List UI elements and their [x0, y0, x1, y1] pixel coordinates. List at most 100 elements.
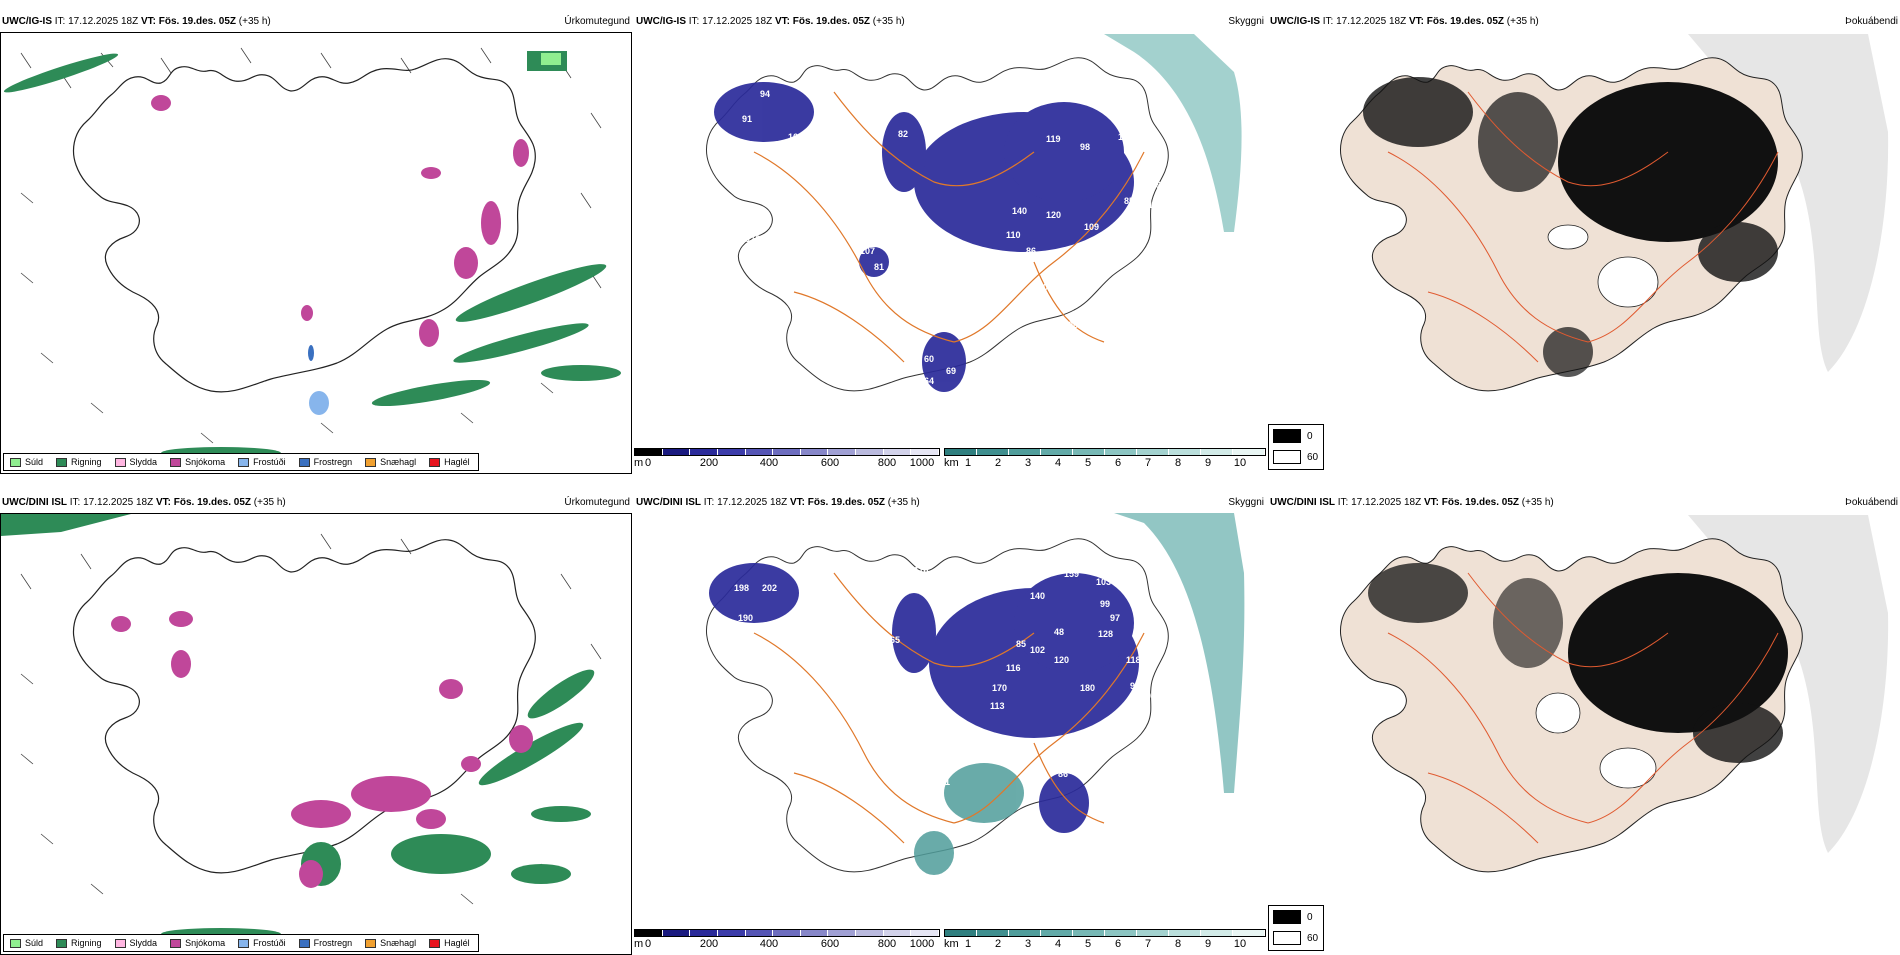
value-label: 20 — [1086, 72, 1096, 82]
value-label: 119 — [1046, 134, 1061, 144]
colorbar-unit: m — [634, 938, 644, 950]
value-label: 162 — [788, 132, 803, 142]
colorbar-tick: 0 — [644, 457, 652, 469]
value-label: 81 — [874, 262, 884, 272]
visibility-colorbar: km 1 2 3 4 5 6 7 8 9 10 — [944, 448, 1266, 470]
value-label: 34 — [940, 398, 950, 408]
colorbar-tick: 200 — [699, 938, 719, 950]
value-label: 113 — [990, 701, 1005, 711]
colorbar-tick: 200 — [699, 457, 719, 469]
cloud-base-map: 94 91 162 30 82 118 107 81 20 75 119 98 … — [634, 32, 1266, 474]
value-label: 24 — [754, 639, 764, 649]
legend-item: Snjókoma — [170, 938, 225, 948]
value-label: 82 — [1110, 723, 1120, 733]
colorbar-unit: km — [944, 938, 959, 950]
value-label: 96 — [1068, 320, 1078, 330]
cloud-base-visibility-panel-bottom: UWC/DINI ISL IT: 17.12.2025 18Z VT: Fös.… — [634, 495, 1266, 955]
legend-item: Slydda — [114, 457, 157, 467]
value-label: 77 — [1174, 655, 1184, 665]
value-label: 48 — [936, 799, 946, 809]
value-label: 99 — [1130, 681, 1140, 691]
value-label: 69 — [946, 366, 956, 376]
legend-item: Slydda — [114, 938, 157, 948]
precip-type-map: Súld Rigning Slydda Snjókoma Frostúði Fr… — [0, 513, 632, 955]
colorbar-strip — [944, 448, 1266, 456]
value-label: 75 — [1144, 264, 1154, 274]
value-label: 111 — [1110, 290, 1124, 300]
value-label: 91 — [742, 114, 752, 124]
legend-item: Frostúði — [238, 457, 286, 467]
value-label: 60 — [924, 354, 934, 364]
value-label: 16 — [916, 787, 926, 797]
precip-legend: Súld Rigning Slydda Snjókoma Frostúði Fr… — [3, 453, 479, 471]
value-label: 95 — [1156, 180, 1166, 190]
value-label: 102 — [1030, 645, 1045, 655]
legend-item: Frostúði — [238, 938, 286, 948]
value-label: 85 — [1124, 196, 1134, 206]
value-label: 170 — [992, 683, 1007, 693]
colorbar-tick: 2 — [994, 938, 1002, 950]
legend-item: Haglél — [429, 938, 470, 948]
fog-key-swatch — [1273, 429, 1301, 443]
panel-header: UWC/DINI ISL IT: 17.12.2025 18Z VT: Fös.… — [636, 497, 920, 508]
value-label: 75 — [738, 629, 748, 639]
colorbar-tick: 800 — [877, 938, 897, 950]
legend-swatch — [114, 457, 126, 467]
colorbar-tick: 5 — [1084, 938, 1092, 950]
colorbar-tick: 800 — [877, 457, 897, 469]
colorbar-tick: 1000 — [909, 457, 935, 469]
fog-index-map: 0 60 — [1268, 32, 1900, 474]
value-label: 10 — [1140, 164, 1150, 174]
value-label: 82 — [898, 129, 908, 139]
colorbar-strip — [634, 929, 940, 937]
colorbar-tick: 3 — [1024, 457, 1032, 469]
colorbar-tick: 1000 — [909, 938, 935, 950]
colorbar-tick: 8 — [1174, 938, 1182, 950]
value-label: 118 — [746, 234, 761, 244]
value-label: 202 — [762, 583, 777, 593]
value-label: 190 — [738, 613, 753, 623]
parameter-title: Úrkomutegund — [564, 16, 630, 27]
value-label: 109 — [1084, 222, 1099, 232]
legend-swatch — [114, 938, 126, 948]
value-label: 119 — [1116, 276, 1131, 286]
colorbar-strip — [634, 448, 940, 456]
value-label: 116 — [1006, 663, 1021, 673]
value-label: 140 — [1012, 206, 1027, 216]
value-label: 94 — [1146, 691, 1156, 701]
value-label: 70 — [1142, 280, 1152, 290]
colorbar-tick: 2 — [994, 457, 1002, 469]
value-label: 30 — [784, 148, 794, 158]
panel-header: UWC/IG-IS IT: 17.12.2025 18Z VT: Fös. 19… — [1270, 16, 1539, 27]
legend-swatch — [238, 938, 250, 948]
legend-swatch — [238, 457, 250, 467]
legend-item: Snæhagl — [365, 938, 416, 948]
value-label: 86 — [1058, 769, 1068, 779]
parameter-title: Skyggni — [1228, 497, 1264, 508]
value-label: 65 — [890, 635, 900, 645]
legend-swatch — [170, 938, 182, 948]
panel-header: UWC/DINI ISL IT: 17.12.2025 18Z VT: Fös.… — [2, 497, 286, 508]
value-label: 128 — [1098, 629, 1113, 639]
value-label: 52 — [1066, 346, 1076, 356]
value-label: 59 — [1038, 567, 1048, 577]
value-label: 128 — [1148, 200, 1163, 210]
colorbar-tick: 1 — [964, 457, 972, 469]
value-label: 94 — [760, 89, 770, 99]
cloud-base-visibility-panel-top: UWC/IG-IS IT: 17.12.2025 18Z VT: Fös. 19… — [634, 14, 1266, 474]
colorbar-tick: 400 — [759, 938, 779, 950]
parameter-title: Þokuábendi — [1845, 16, 1898, 27]
legend-item: Súld — [10, 457, 43, 467]
value-label: 180 — [1080, 683, 1095, 693]
value-label: 120 — [1046, 210, 1061, 220]
value-label: 107 — [860, 246, 875, 256]
colorbar-tick: 10 — [1233, 457, 1247, 469]
parameter-title: Skyggni — [1228, 16, 1264, 27]
value-label: 140 — [1030, 591, 1045, 601]
colorbar-tick: 0 — [644, 938, 652, 950]
legend-swatch — [298, 938, 310, 948]
colorbar-tick: 600 — [820, 938, 840, 950]
value-label: 86 — [1088, 242, 1098, 252]
legend-item: Frostregn — [298, 457, 352, 467]
legend-item: Rigning — [56, 938, 102, 948]
